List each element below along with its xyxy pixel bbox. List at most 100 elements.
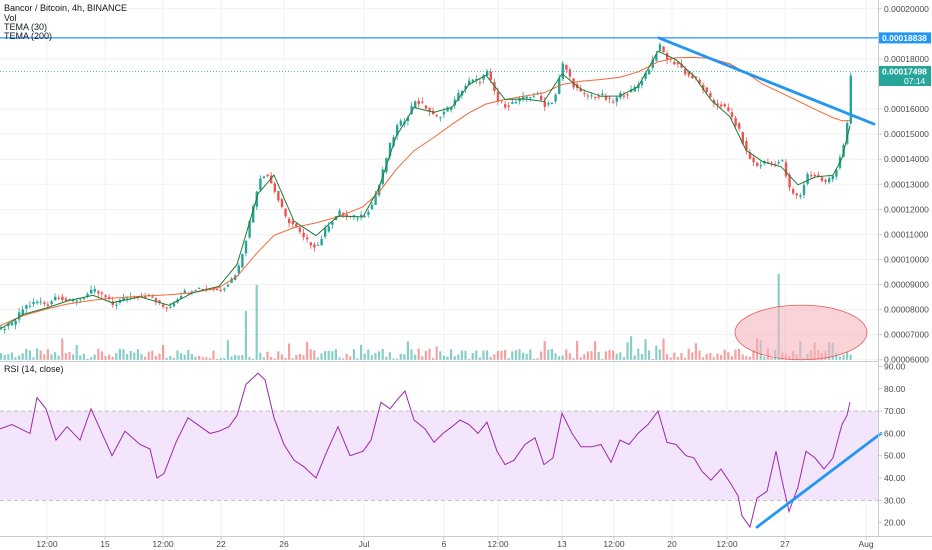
candle — [198, 287, 201, 289]
volume-bar — [644, 339, 647, 360]
volume-bar — [428, 348, 431, 360]
volume-bar — [705, 354, 708, 360]
price-tick-label: 0.00018000 — [884, 54, 929, 64]
candle — [849, 72, 852, 125]
price-axis[interactable]: 0.00020000 0.00018000 0.00016000 0.00015000… — [878, 4, 929, 365]
price-tick-label: 0.00007000 — [884, 330, 929, 340]
price-tick-label: 0.00009000 — [884, 280, 929, 290]
rsi-axis[interactable]: 90.00 80.00 70.00 60.00 50.00 40.00 30.00 20.00 — [878, 361, 906, 528]
candle — [666, 50, 669, 65]
volume-bar — [54, 352, 57, 360]
rsi-tick-label: 80.00 — [884, 384, 906, 394]
volume-bar — [97, 348, 100, 360]
volume-bar — [370, 355, 373, 360]
volume-bar — [540, 351, 543, 360]
volume-bar — [468, 358, 471, 360]
volume-bar — [486, 350, 489, 360]
resistance-price-label: 0.00018838 — [879, 32, 931, 44]
volume-bar — [352, 349, 355, 360]
candle — [550, 101, 554, 105]
volume-bar — [565, 349, 568, 360]
volume-bar — [100, 351, 103, 360]
volume-bar — [14, 357, 17, 360]
volume-bar — [630, 336, 633, 360]
candle — [622, 91, 626, 100]
candle — [396, 123, 399, 140]
candle — [529, 96, 532, 102]
candle — [709, 90, 712, 99]
volume-bar — [673, 352, 676, 360]
volume-bar — [198, 355, 201, 360]
price-tick-label: 0.00006000 — [884, 355, 929, 365]
volume-bar — [133, 352, 136, 360]
price-tick-label: 0.00015000 — [884, 129, 929, 139]
volume-bar — [21, 353, 24, 360]
price-tick-label: 0.00013000 — [884, 179, 929, 189]
candle — [90, 285, 93, 295]
vol-legend[interactable]: Vol — [4, 13, 17, 23]
candle — [554, 93, 557, 104]
candle — [604, 92, 608, 102]
volume-bar — [126, 354, 129, 360]
volume-bar — [612, 350, 615, 360]
volume-bar — [475, 350, 478, 360]
candle — [291, 218, 294, 228]
volume-bar — [46, 349, 49, 360]
candle — [824, 178, 827, 185]
volume-bar — [846, 352, 849, 360]
candle — [360, 210, 363, 221]
candle — [748, 148, 752, 160]
volume-bar — [730, 356, 733, 360]
candle — [594, 96, 597, 101]
candle — [435, 113, 438, 118]
candle — [680, 59, 683, 69]
volume-bar — [691, 352, 694, 360]
candle — [82, 297, 86, 301]
volume-bar — [471, 353, 474, 360]
volume-bar — [378, 351, 381, 360]
candle — [226, 283, 230, 288]
volume-bar — [144, 356, 147, 360]
volume-bar — [554, 353, 557, 360]
volume-bar — [190, 353, 193, 360]
candle — [601, 89, 604, 96]
candle — [183, 288, 186, 294]
volume-bar — [446, 356, 449, 360]
candle — [194, 289, 197, 292]
candle — [784, 159, 788, 179]
volume-bar — [752, 350, 755, 360]
volume-bar — [464, 350, 467, 360]
volume-bar — [226, 340, 229, 360]
volume-bar — [154, 356, 157, 360]
candle — [716, 99, 719, 110]
candle — [223, 287, 226, 293]
rsi-legend[interactable]: RSI (14, close) — [4, 364, 64, 374]
time-tick-label: Aug — [858, 539, 873, 549]
volume-bar — [676, 357, 679, 360]
volume-bar — [118, 348, 121, 360]
time-tick-label: 27 — [780, 539, 790, 549]
volume-bar — [648, 350, 651, 360]
volume-bar — [421, 356, 424, 360]
candle — [795, 192, 798, 200]
symbol-title[interactable]: Bancor / Bitcoin, 4h, BINANCE — [4, 3, 128, 13]
candle — [302, 228, 305, 241]
volume-bar — [424, 350, 427, 360]
time-tick-label: 12:00 — [487, 539, 509, 549]
rsi-band — [0, 411, 878, 501]
candle — [50, 299, 53, 307]
volume-bar — [442, 355, 445, 360]
volume-bar — [514, 350, 517, 360]
tema200-legend[interactable]: TEMA (200) — [4, 31, 53, 41]
volume-bar — [727, 352, 730, 360]
volume-bar — [93, 354, 96, 360]
volume-bar — [608, 349, 611, 360]
time-axis[interactable]: 12:00 15 12:00 22 26 Jul 6 12:00 13 12:00 20 12:00 2… — [36, 536, 874, 549]
volume-bar — [622, 357, 625, 360]
volume-bar — [838, 356, 841, 360]
candle — [612, 98, 615, 104]
candle — [172, 300, 176, 308]
tema30-legend[interactable]: TEMA (30) — [4, 22, 48, 32]
volume-bar — [529, 349, 532, 360]
